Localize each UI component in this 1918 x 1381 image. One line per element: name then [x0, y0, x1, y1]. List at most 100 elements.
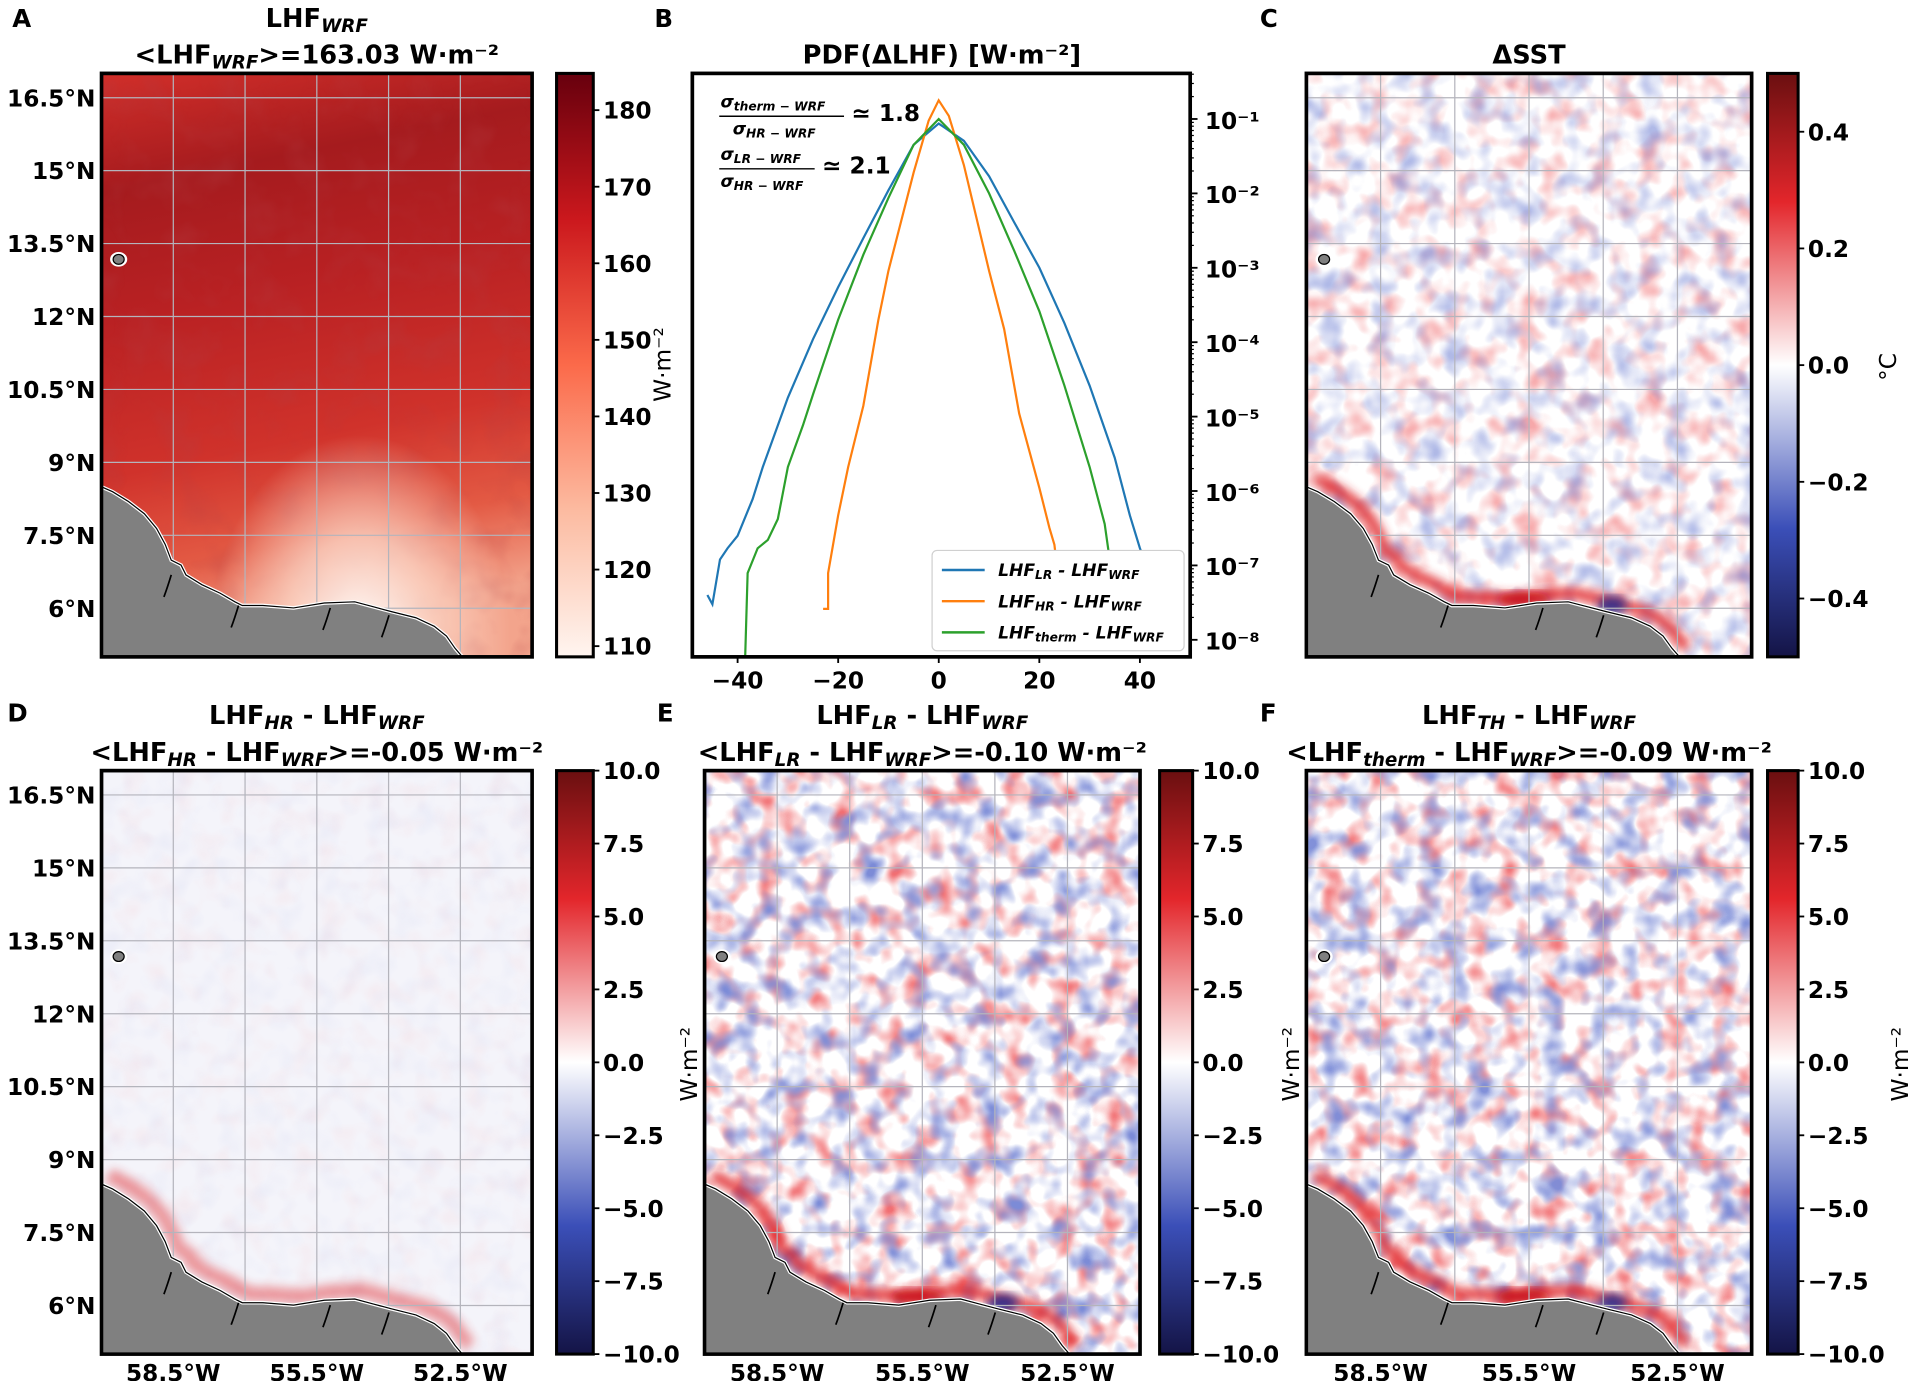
colorbar-tick-label: 0.2: [1808, 236, 1849, 263]
panel-letter-f: F: [1260, 699, 1277, 728]
colorbar-tick-label: −2.5: [603, 1123, 664, 1150]
legend-box: [931, 549, 1185, 652]
subscript-text: TH: [1477, 713, 1505, 734]
colorbar-e-label: W·m⁻²: [676, 1027, 703, 1102]
subscript-text: therm: [1035, 630, 1077, 644]
subscript-text: LR: [1035, 568, 1052, 582]
x-tick-label: 20: [1023, 668, 1055, 695]
island: [112, 253, 125, 265]
map-panel-f: 58.5°W 55.5°W 52.5°W: [1304, 768, 1754, 1381]
text-segment: <LHF: [90, 738, 167, 768]
text-segment: σ: [733, 120, 747, 140]
river-line: [1534, 1304, 1544, 1328]
x-tick-label: −20: [812, 668, 864, 695]
text-segment: >=-0.10 W·m⁻²: [931, 738, 1147, 768]
colorbar-tick-label: 160: [603, 251, 651, 278]
latitude-tick-label: 15°N: [32, 855, 95, 882]
colorbar-tick-label: 170: [603, 174, 651, 201]
colorbar-a: 110 120 130 140 150 160 170 180: [555, 71, 652, 661]
river-line: [322, 1304, 332, 1328]
latitude-tick-label: 16.5°N: [7, 782, 95, 809]
legend-entry: LHFtherm - LHFWRF: [998, 624, 1164, 645]
river-line: [1370, 1271, 1380, 1295]
series-group: [706, 98, 1172, 657]
y-tick-label: 10⁻²: [1205, 182, 1260, 209]
subscript-text: WRF: [1589, 713, 1636, 734]
text-segment: - LHF: [294, 701, 378, 731]
island: [112, 951, 125, 963]
colorbar-tick-label: −2.5: [1808, 1123, 1869, 1150]
subscript-text: WRF: [1509, 749, 1556, 770]
island: [1317, 951, 1331, 963]
ratio-value: ≃ 1.8: [851, 100, 920, 127]
text-segment: σ: [720, 172, 734, 192]
river-line: [1370, 574, 1380, 598]
longitude-tick-label: 55.5°W: [875, 1360, 970, 1381]
river-line: [1439, 1302, 1449, 1326]
map-field: [1306, 770, 1752, 1355]
colorbar-f-label-right: W·m⁻²: [1887, 1027, 1914, 1102]
latitude-tick-label: 10.5°N: [7, 1074, 95, 1101]
panel-a-title: LHFWRF: [266, 4, 369, 37]
panel-c-title: ΔSST: [1492, 41, 1566, 71]
y-tick-label: 10⁻³: [1205, 257, 1260, 284]
text-segment: LHF: [998, 561, 1035, 581]
colorbar-tick-label: −10.0: [1808, 1342, 1885, 1369]
series-line-0: [706, 122, 1172, 622]
map-field: [1306, 73, 1752, 657]
y-tick-label: 10⁻⁵: [1205, 405, 1260, 432]
panel-letter-c: C: [1260, 4, 1278, 33]
latitude-tick-label: 9°N: [48, 1147, 95, 1174]
longitude-tick-label: 55.5°W: [1482, 1360, 1577, 1381]
legend-entry: LHFLR - LHFWRF: [998, 561, 1140, 582]
panel-e-title: LHFLR - LHFWRF: [816, 701, 1028, 734]
map-frame: [99, 71, 534, 659]
colorbar-tick-label: 0.4: [1808, 119, 1849, 146]
colorbar-tick-label: 10.0: [603, 758, 660, 785]
colorbar-tick-label: −10.0: [603, 1342, 680, 1369]
latitude-tick-label: 16.5°N: [7, 85, 95, 112]
latitude-tick-label: 7.5°N: [23, 523, 95, 550]
colorbar-tick-label: 5.0: [1202, 904, 1243, 931]
text-segment: - LHF: [1052, 561, 1108, 581]
colorbar-tick-label: −0.4: [1808, 586, 1869, 613]
subscript-text: WRF: [321, 15, 368, 36]
text-segment: - LHF: [898, 701, 982, 731]
longitude-tick-label: 52.5°W: [413, 1360, 508, 1381]
coastline: [1306, 1183, 1680, 1355]
text-segment: - LHF: [1055, 592, 1111, 612]
river-line: [1595, 615, 1605, 638]
text-segment: <LHF: [698, 738, 775, 768]
subscript-text: HR: [264, 713, 293, 734]
colorbar-tick-label: −2.5: [1202, 1123, 1263, 1150]
map-field: [101, 770, 533, 1355]
river-line: [1439, 605, 1449, 628]
latitude-tick-label: 13.5°N: [7, 928, 95, 955]
text-segment: LHF: [266, 4, 321, 34]
panel-a-subtitle: <LHFWRF>=163.03 W·m⁻²: [135, 41, 499, 74]
colorbar-f-label-left: W·m⁻²: [1278, 1027, 1305, 1102]
latitude-tick-label: 6°N: [48, 1293, 95, 1320]
colorbar-tick-label: 0.0: [603, 1050, 644, 1077]
coastal-anomaly-band: [105, 1168, 476, 1351]
colorbar-tick-label: 5.0: [1808, 904, 1849, 931]
longitude-tick-label: 55.5°W: [270, 1360, 365, 1381]
river-line: [380, 1312, 390, 1335]
panel-f-title: LHFTH - LHFWRF: [1422, 701, 1636, 734]
latitude-tick-label: 6°N: [48, 596, 95, 623]
y-tick-label: 10⁻⁴: [1205, 331, 1260, 358]
latitude-tick-label: 13.5°N: [7, 231, 95, 258]
colorbar-c: 0.4 0.2 0.0 −0.2 −0.4: [1766, 71, 1869, 659]
map-frame: [99, 768, 534, 1356]
y-tick-label: 10⁻⁷: [1205, 554, 1260, 581]
coastline: [1306, 486, 1680, 657]
colorbar-tick-label: 7.5: [1202, 831, 1243, 858]
island: [1317, 253, 1331, 265]
text-segment: - LHF: [1077, 624, 1133, 644]
subscript-text: HR − WRF: [746, 127, 816, 141]
text-segment: - LHF: [1425, 738, 1509, 768]
river-line: [834, 1302, 844, 1326]
colorbar-tick-label: −5.0: [1808, 1196, 1869, 1223]
latitude-tick-label: 7.5°N: [23, 1220, 95, 1247]
